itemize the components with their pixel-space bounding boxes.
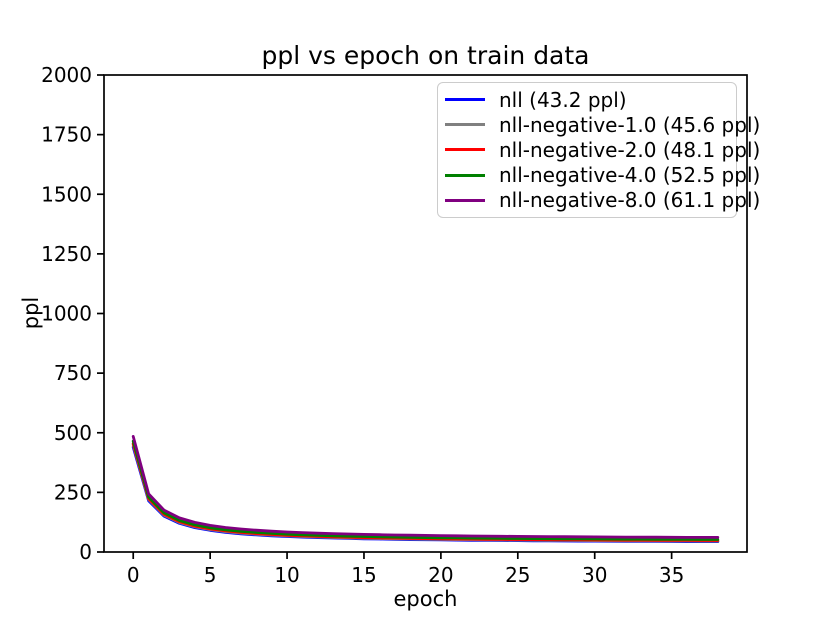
y-tick-label: 1250 xyxy=(41,242,92,266)
y-tick-label: 0 xyxy=(79,540,92,564)
x-tick-label: 5 xyxy=(204,563,217,587)
legend-line-swatch xyxy=(445,123,485,127)
legend-line-swatch xyxy=(445,148,485,152)
x-tick-label: 30 xyxy=(582,563,607,587)
legend-item-label: nll-negative-1.0 (45.6 ppl) xyxy=(499,112,761,137)
legend: nll (43.2 ppl) nll-negative-1.0 (45.6 ppl… xyxy=(437,82,760,218)
legend-item: nll (43.2 ppl) xyxy=(445,89,736,111)
legend-item: nll-negative-2.0 (48.1 ppl) xyxy=(445,139,760,161)
y-tick-label: 500 xyxy=(54,421,92,445)
x-tick-label: 10 xyxy=(274,563,299,587)
y-tick-label: 2000 xyxy=(41,63,92,87)
y-tick-label: 1750 xyxy=(41,123,92,147)
x-tick-label: 25 xyxy=(505,563,530,587)
chart-title: ppl vs epoch on train data xyxy=(261,41,589,70)
legend-line-swatch xyxy=(445,198,485,202)
x-axis-ticks: 0 5 10 15 20 25 30 35 xyxy=(127,552,684,587)
y-tick-label: 1000 xyxy=(41,302,92,326)
legend-item: nll-negative-1.0 (45.6 ppl) xyxy=(445,114,760,136)
legend-item-label: nll-negative-2.0 (48.1 ppl) xyxy=(499,137,761,162)
y-axis-ticks: 0 250 500 750 1000 1250 1500 1750 2000 xyxy=(41,63,104,564)
legend-item-label: nll-negative-4.0 (52.5 ppl) xyxy=(499,163,761,188)
x-tick-label: 0 xyxy=(127,563,140,587)
x-tick-label: 35 xyxy=(659,563,684,587)
series-line-nll-negative-4.0 xyxy=(131,439,720,541)
y-tick-label: 750 xyxy=(54,361,92,385)
x-tick-label: 15 xyxy=(351,563,376,587)
legend-line-swatch xyxy=(445,98,485,102)
legend-item-label: nll-negative-8.0 (61.1 ppl) xyxy=(499,188,761,213)
legend-item-label: nll (43.2 ppl) xyxy=(499,87,627,112)
legend-item: nll-negative-4.0 (52.5 ppl) xyxy=(445,164,760,186)
y-axis-label: ppl xyxy=(19,297,43,330)
legend-item: nll-negative-8.0 (61.1 ppl) xyxy=(445,189,760,211)
y-tick-label: 1500 xyxy=(41,182,92,206)
series-line-nll-negative-8.0 xyxy=(131,434,720,539)
series-lines xyxy=(131,434,720,543)
x-tick-label: 20 xyxy=(428,563,453,587)
x-axis-label: epoch xyxy=(394,587,458,611)
y-tick-label: 250 xyxy=(54,480,92,504)
legend-line-swatch xyxy=(445,173,485,177)
